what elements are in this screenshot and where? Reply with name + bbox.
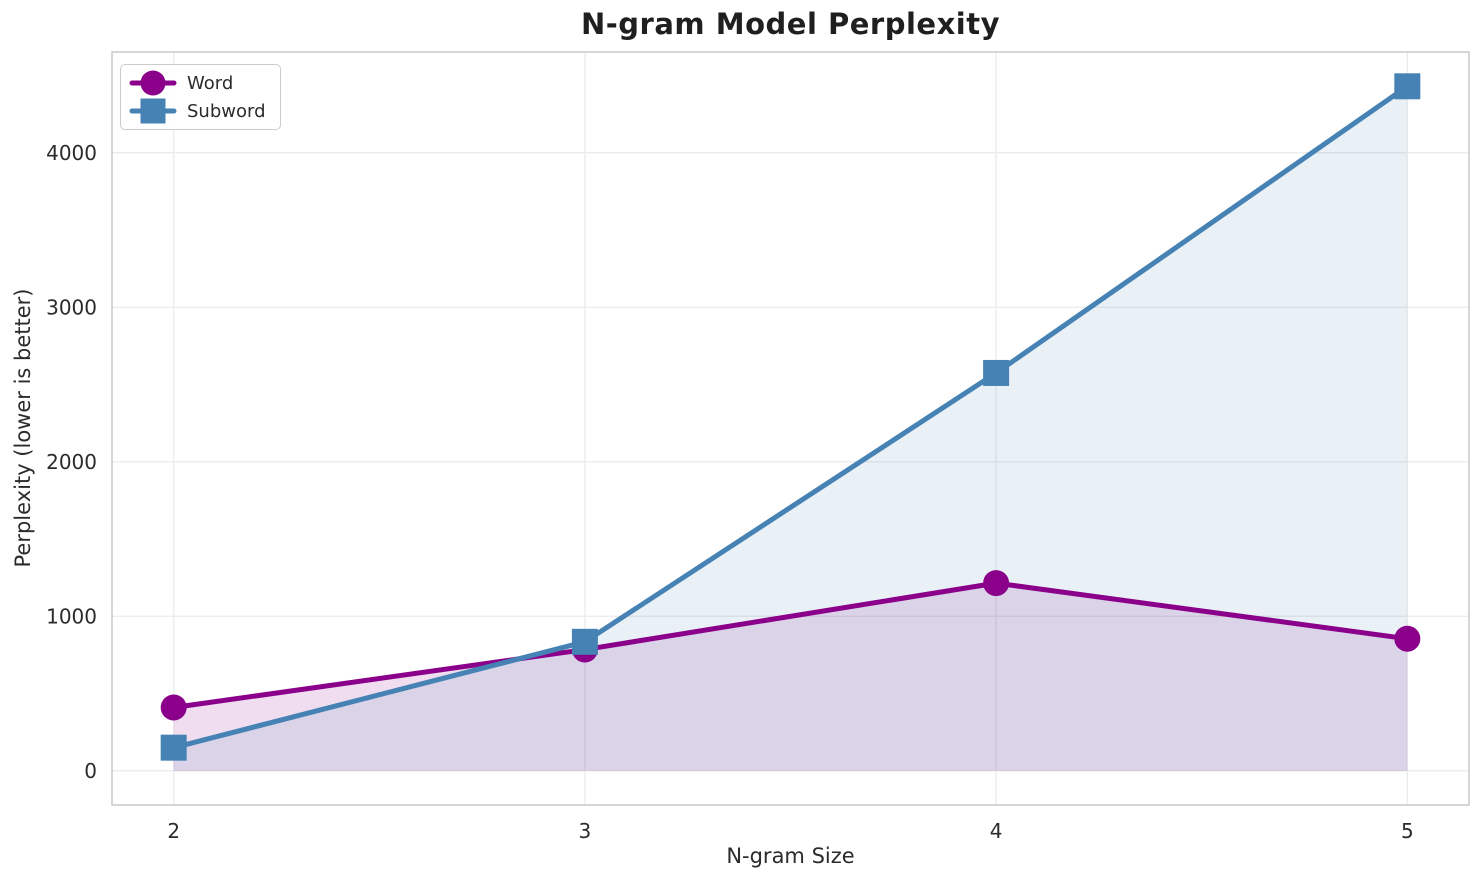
x-tick-label: 4 — [990, 819, 1003, 843]
x-tick-label: 3 — [579, 819, 592, 843]
legend: Word Subword — [120, 64, 281, 130]
data-point-word — [983, 570, 1010, 597]
data-point-subword — [571, 628, 598, 655]
legend-label-subword: Subword — [187, 100, 266, 122]
data-point-word — [160, 694, 187, 721]
data-point-word — [1394, 625, 1421, 652]
chart-title: N-gram Model Perplexity — [580, 7, 1000, 41]
y-tick-label: 1000 — [46, 604, 97, 628]
x-tick-label: 2 — [167, 819, 180, 843]
y-tick-label: 0 — [84, 759, 97, 783]
circle-marker-icon — [140, 70, 166, 96]
y-tick-label: 4000 — [46, 141, 97, 165]
x-tick-label: 5 — [1401, 819, 1414, 843]
square-marker-icon — [140, 98, 166, 124]
y-axis-label: Perplexity (lower is better) — [11, 288, 35, 568]
y-tick-label: 2000 — [46, 450, 97, 474]
y-tick-label: 3000 — [46, 295, 97, 319]
series-line-subword — [171, 83, 1410, 751]
area-fill-subword — [173, 86, 1408, 771]
area-fill-word — [173, 583, 1408, 771]
legend-item-subword: Subword — [129, 97, 266, 125]
series-line-word — [171, 580, 1410, 710]
data-point-subword — [1394, 73, 1421, 100]
word-series-marker-icon — [129, 70, 177, 96]
subword-series-marker-icon — [129, 98, 177, 124]
data-point-subword — [160, 734, 187, 761]
x-axis-label: N-gram Size — [726, 844, 855, 868]
legend-item-word: Word — [129, 69, 266, 97]
data-point-subword — [983, 359, 1010, 386]
legend-label-word: Word — [187, 72, 234, 94]
plot-border — [111, 51, 1470, 806]
